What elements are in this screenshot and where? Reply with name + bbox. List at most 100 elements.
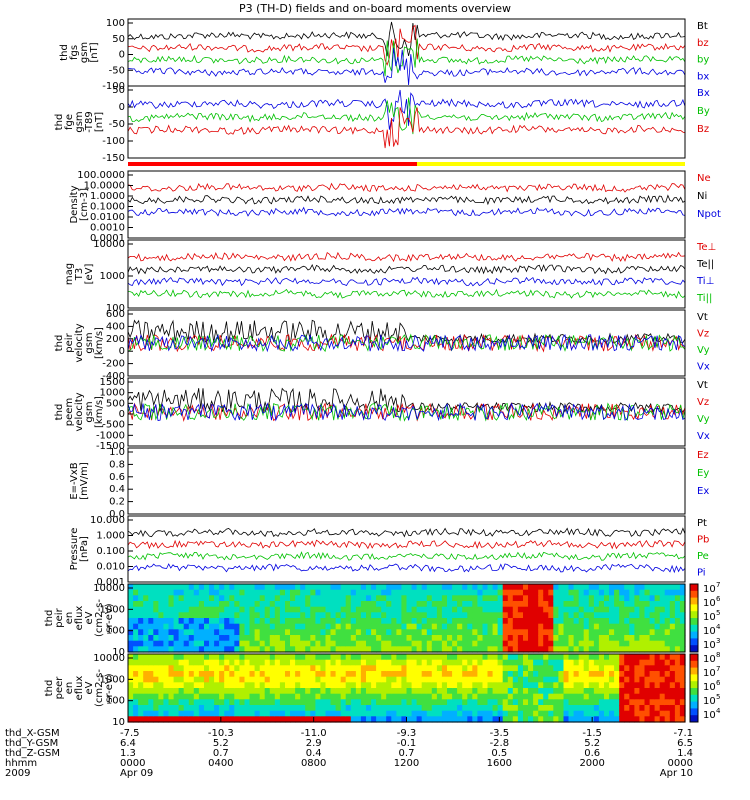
spectrogram-cell <box>204 640 210 647</box>
spectrogram-cell <box>426 654 433 661</box>
spectrogram-cell <box>512 693 519 700</box>
spectrogram-cell <box>614 589 620 596</box>
spectrogram-cell <box>274 595 281 602</box>
spectrogram-cell <box>214 671 220 678</box>
spectrogram-cell <box>512 676 519 683</box>
spectrogram-cell <box>259 659 266 666</box>
spectrogram-cell <box>431 671 438 678</box>
spectrogram-cell <box>173 665 180 672</box>
spectrogram-cell <box>472 688 478 695</box>
legend-entry: Vz <box>697 397 709 408</box>
spectrogram-cell <box>578 705 585 712</box>
spectrogram-cell <box>578 640 585 647</box>
spectrogram-cell <box>528 640 534 647</box>
spectrogram-cell <box>452 705 458 712</box>
spectrogram-cell <box>674 635 681 642</box>
spectrogram-cell <box>624 589 630 596</box>
spectrogram-cell <box>436 635 443 642</box>
spectrogram-cell <box>441 710 448 717</box>
legend-entry: Ez <box>697 450 709 461</box>
spectrogram-cell <box>598 629 605 636</box>
spectrogram-cell <box>381 716 387 723</box>
spectrogram-cell <box>573 618 580 625</box>
spectrogram-cell <box>528 629 534 636</box>
spectrogram-cell <box>553 629 559 636</box>
spectrogram-cell <box>305 584 311 591</box>
spectrogram-cell <box>153 606 159 613</box>
spectrogram-cell <box>477 635 484 642</box>
spectrogram-cell <box>300 654 306 661</box>
spectrogram-cell <box>472 676 478 683</box>
spectrogram-cell <box>467 654 473 661</box>
spectrogram-cell <box>315 595 322 602</box>
spectrogram-cell <box>523 584 529 591</box>
spectrogram-cell <box>568 659 575 666</box>
spectrogram-cell <box>523 654 529 661</box>
spectrogram-cell <box>533 606 539 613</box>
spectrogram-cell <box>441 623 448 630</box>
spectrogram-cell <box>563 640 570 647</box>
spectrogram-cell <box>467 623 473 630</box>
spectrogram-cell <box>528 716 534 723</box>
spectrogram-cell <box>178 635 185 642</box>
spectrogram-cell <box>168 693 175 700</box>
spectrogram-cell <box>543 629 549 636</box>
spectrogram-cell <box>472 601 478 608</box>
spectrogram-cell <box>624 629 630 636</box>
spectrogram-cell <box>214 705 220 712</box>
spectrogram-cell <box>487 589 494 596</box>
y-axis-label: E=-VxB <box>69 462 80 499</box>
spectrogram-cell <box>533 699 539 706</box>
spectrogram-cell <box>523 629 529 636</box>
spectrogram-cell <box>391 688 397 695</box>
spectrogram-cell <box>568 623 575 630</box>
spectrogram-cell <box>138 665 144 672</box>
spectrogram-cell <box>376 659 382 666</box>
spectrogram-cell <box>619 606 625 613</box>
spectrogram-cell <box>345 693 352 700</box>
spectrogram-cell <box>548 676 554 683</box>
panel-frame <box>127 515 686 583</box>
x-row-label: thd_Y-GSM <box>5 738 58 749</box>
spectrogram-cell <box>644 682 651 689</box>
spectrogram-cell <box>406 693 413 700</box>
y-axis-label: sr-eV) <box>104 603 115 632</box>
spectrogram-cell <box>406 640 413 647</box>
y-axis-label: en <box>64 612 75 625</box>
spectrogram-cell <box>274 646 281 653</box>
spectrogram-cell <box>436 595 443 602</box>
spectrogram-cell <box>396 682 403 689</box>
spectrogram-cell <box>624 676 630 683</box>
spectrogram-cell <box>295 612 301 619</box>
spectrogram-cell <box>178 705 185 712</box>
spectrogram-cell <box>209 606 215 613</box>
spectrogram-cell <box>467 716 473 723</box>
spectrogram-cell <box>325 606 332 613</box>
spectrogram-cell <box>639 682 646 689</box>
y-axis-label: eV <box>84 611 95 624</box>
spectrogram-cell <box>295 665 301 672</box>
spectrogram-cell <box>366 665 372 672</box>
spectrogram-cell <box>209 646 215 653</box>
spectrogram-cell <box>133 716 139 723</box>
spectrogram-cell <box>300 665 306 672</box>
spectrogram-cell <box>507 676 514 683</box>
spectrogram-cell <box>487 665 494 672</box>
spectrogram-cell <box>193 589 200 596</box>
spectrogram-cell <box>214 693 220 700</box>
spectrogram-cell <box>528 654 534 661</box>
spectrogram-cell <box>133 705 139 712</box>
spectrogram-cell <box>133 671 139 678</box>
spectrogram-cell <box>178 688 185 695</box>
spectrogram-cell <box>583 635 590 642</box>
spectrogram-cell <box>183 646 190 653</box>
spectrogram-cell <box>259 595 266 602</box>
spectrogram-cell <box>244 682 251 689</box>
spectrogram-cell <box>381 595 387 602</box>
spectrogram-cell <box>467 629 473 636</box>
spectrogram-cell <box>406 635 413 642</box>
y-tick-label: 0.1000 <box>90 202 125 213</box>
spectrogram-cell <box>219 710 225 717</box>
panel-frame <box>127 239 686 309</box>
spectrogram-cell <box>619 584 625 591</box>
